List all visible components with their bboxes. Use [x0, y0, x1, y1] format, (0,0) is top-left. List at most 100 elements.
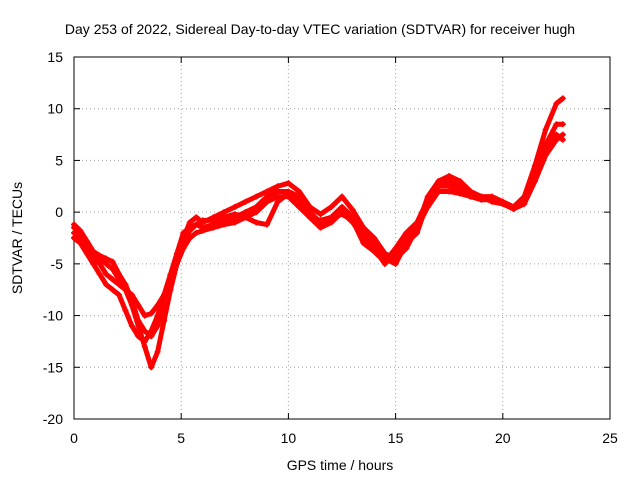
- data-point: [180, 229, 187, 236]
- data-point: [221, 221, 228, 228]
- data-point: [285, 180, 292, 187]
- data-point: [349, 217, 356, 224]
- data-point: [349, 207, 356, 214]
- data-point: [263, 198, 270, 205]
- data-point: [122, 307, 129, 314]
- data-point: [542, 152, 549, 159]
- data-point: [199, 217, 206, 224]
- x-tick-labels: 0 5 10 15 20 25: [70, 430, 618, 446]
- data-point: [161, 302, 168, 309]
- data-point: [339, 211, 345, 218]
- data-point: [71, 221, 77, 228]
- data-point: [559, 121, 566, 128]
- data-point: [392, 260, 399, 267]
- data-point: [274, 198, 281, 205]
- data-point: [263, 193, 270, 200]
- data-point: [90, 248, 97, 255]
- data-point: [77, 227, 84, 234]
- data-point: [253, 209, 260, 216]
- data-points: [71, 95, 566, 371]
- data-point: [154, 322, 161, 329]
- data-point: [435, 188, 442, 195]
- data-point: [542, 126, 549, 133]
- data-point: [135, 302, 142, 309]
- data-point: [328, 219, 335, 226]
- data-point: [210, 224, 217, 231]
- data-point: [328, 203, 335, 210]
- data-point: [193, 214, 200, 221]
- x-tick-label: 0: [70, 430, 78, 446]
- y-tick-label: -10: [43, 308, 63, 324]
- series-1-line: [71, 95, 566, 319]
- x-tick-label: 5: [177, 430, 185, 446]
- data-point: [83, 238, 90, 245]
- data-point: [96, 271, 103, 278]
- y-tick-label: 5: [55, 152, 63, 168]
- data-point: [154, 348, 161, 355]
- data-point: [328, 214, 335, 221]
- data-point: [231, 211, 238, 218]
- data-point: [403, 229, 410, 236]
- data-point: [199, 227, 206, 234]
- data-point: [521, 200, 528, 207]
- data-point: [274, 183, 281, 190]
- data-point: [371, 248, 378, 255]
- data-point: [116, 271, 123, 278]
- data-point: [553, 100, 560, 107]
- data-point: [141, 328, 148, 335]
- data-point: [263, 221, 270, 228]
- series-2-line: [71, 121, 566, 344]
- data-point: [148, 310, 155, 317]
- data-point: [559, 95, 566, 102]
- data-point: [392, 245, 399, 252]
- data-point: [478, 193, 485, 200]
- data-point: [553, 136, 560, 143]
- data-point: [553, 121, 560, 128]
- x-axis-label: GPS time / hours: [287, 457, 394, 473]
- data-point: [531, 178, 538, 185]
- data-point: [253, 219, 260, 226]
- series-4-line: [71, 132, 566, 339]
- data-point: [193, 221, 200, 228]
- data-point: [317, 224, 324, 231]
- data-point: [173, 255, 180, 262]
- data-point: [242, 198, 249, 205]
- data-point: [141, 312, 148, 319]
- data-point: [339, 203, 345, 210]
- data-point: [360, 240, 367, 247]
- tick-marks: [73, 56, 611, 420]
- x-tick-label: 25: [602, 430, 618, 446]
- data-point: [71, 235, 77, 241]
- data-point: [424, 196, 431, 203]
- data-point: [242, 214, 249, 221]
- data-point: [148, 364, 155, 371]
- data-point: [103, 271, 110, 278]
- data-point: [253, 193, 260, 200]
- y-tick-label: -5: [51, 256, 64, 272]
- data-point: [489, 198, 496, 205]
- data-point: [148, 333, 155, 340]
- y-tick-labels: -20 -15 -10 -5 0 5 10 15: [43, 49, 63, 427]
- y-tick-label: 10: [47, 101, 63, 117]
- data-point: [116, 291, 123, 298]
- data-point: [381, 258, 388, 265]
- x-tick-label: 15: [388, 430, 404, 446]
- x-tick-label: 10: [281, 430, 297, 446]
- data-point: [559, 131, 566, 138]
- data-point: [128, 297, 135, 304]
- data-point: [128, 322, 135, 329]
- data-point: [317, 211, 324, 218]
- data-point: [77, 240, 84, 247]
- data-point: [499, 200, 506, 207]
- data-point: [231, 219, 238, 226]
- data-point: [274, 193, 281, 200]
- data-point: [109, 286, 116, 293]
- data-point: [83, 250, 90, 257]
- data-point: [274, 188, 281, 195]
- data-point: [446, 172, 453, 179]
- data-point: [96, 252, 103, 259]
- data-point: [103, 255, 110, 262]
- data-point: [103, 281, 110, 288]
- data-point: [141, 343, 148, 350]
- data-point: [122, 281, 129, 288]
